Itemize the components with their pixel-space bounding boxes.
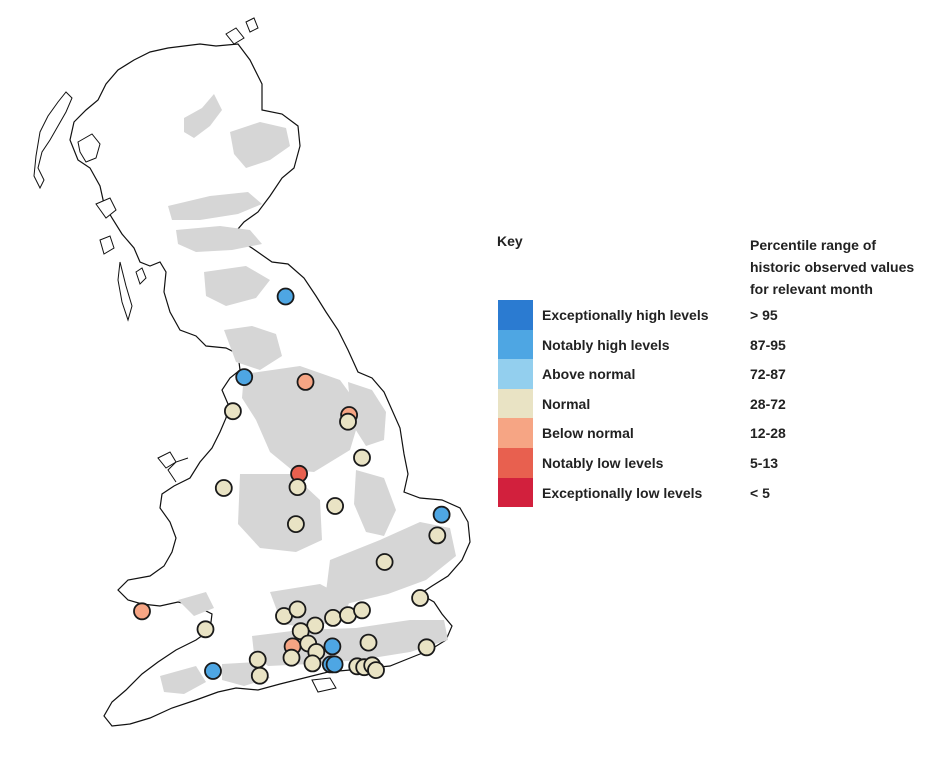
legend-range: 5-13	[750, 454, 779, 471]
site-marker-normal	[288, 600, 307, 619]
legend-swatch	[498, 477, 533, 508]
legend-range: 28-72	[750, 395, 786, 412]
western-isles	[33, 91, 73, 190]
legend-range: 12-28	[750, 425, 786, 442]
legend-swatch	[498, 300, 533, 330]
site-marker-notably-high	[276, 287, 295, 306]
site-marker-normal	[417, 638, 436, 657]
site-marker-normal	[286, 515, 305, 533]
mull-island	[95, 197, 117, 219]
site-marker-normal	[428, 526, 447, 545]
legend-swatch	[498, 329, 533, 360]
aquifer-wales	[178, 592, 214, 616]
range-title-line: Percentile range of	[750, 237, 877, 253]
legend-row-notably-high: Notably high levels 87-95	[498, 329, 918, 360]
site-marker-normal	[306, 616, 325, 635]
mainland-outline	[33, 17, 471, 727]
site-marker-normal	[303, 654, 322, 673]
legend-row-exceptionally-low: Exceptionally low levels < 5	[498, 477, 918, 508]
site-marker-normal	[359, 633, 378, 652]
range-title-line: historic observed values	[750, 259, 915, 275]
legend-row-above-normal: Above normal 72-87	[498, 359, 918, 389]
welsh-coast-detail	[167, 457, 189, 483]
site-marker-normal	[223, 402, 242, 421]
legend-label: Notably low levels	[542, 454, 664, 471]
legend-range: 87-95	[750, 336, 786, 353]
orkney-islands	[225, 17, 259, 45]
legend: Exceptionally high levels > 95 Notably h…	[498, 300, 918, 508]
legend-row-exceptionally-high: Exceptionally high levels > 95	[498, 300, 918, 330]
site-marker-below-normal	[296, 372, 315, 391]
site-marker-normal	[288, 478, 307, 497]
site-marker-notably-high	[235, 368, 254, 387]
legend-label: Exceptionally high levels	[542, 307, 709, 323]
site-marker-normal	[214, 479, 233, 497]
legend-range: < 5	[750, 484, 770, 501]
percentile-range-title: Percentile range of historic observed va…	[750, 234, 930, 300]
skye-island	[77, 133, 101, 163]
aquifer-devon	[160, 666, 206, 694]
key-title: Key	[497, 233, 523, 249]
site-marker-normal	[353, 601, 371, 620]
legend-swatch	[498, 447, 533, 478]
aquifer-yorkshire-chalk	[348, 382, 386, 446]
legend-range: > 95	[750, 307, 778, 323]
monitoring-sites	[133, 287, 451, 685]
site-marker-normal	[248, 650, 267, 669]
legend-label: Above normal	[542, 366, 636, 383]
site-marker-normal	[411, 589, 430, 607]
aquifer-lincolnshire	[354, 470, 396, 536]
isle-of-wight	[311, 677, 337, 693]
legend-swatch	[498, 359, 533, 389]
site-marker-normal	[326, 497, 345, 515]
aquifer-highland-fringe	[184, 94, 222, 138]
legend-row-notably-low: Notably low levels 5-13	[498, 447, 918, 478]
legend-row-below-normal: Below normal 12-28	[498, 418, 918, 448]
legend-range: 72-87	[750, 366, 786, 383]
site-marker-normal	[250, 666, 269, 685]
site-marker-notably-high	[432, 505, 451, 524]
legend-label: Exceptionally low levels	[542, 484, 703, 501]
site-marker-normal	[353, 448, 371, 467]
aquifer-north-england	[242, 366, 362, 472]
aquifer-midland-valley	[176, 226, 262, 252]
aquifer-midland-valley-north	[168, 192, 262, 220]
range-title-line: for relevant month	[750, 281, 873, 297]
site-marker-notably-high	[325, 655, 344, 674]
legend-swatch	[498, 388, 533, 419]
aquifer-areas	[160, 94, 456, 694]
site-marker-below-normal	[133, 602, 151, 621]
legend-swatch	[498, 418, 533, 448]
site-marker-notably-high	[204, 662, 222, 680]
aquifer-moray	[230, 122, 290, 168]
legend-row-normal: Normal 28-72	[498, 388, 918, 419]
anglesey-island	[157, 451, 177, 469]
aquifer-southern-uplands	[204, 266, 270, 306]
site-marker-normal	[282, 648, 301, 667]
legend-label: Normal	[542, 395, 591, 412]
uk-map	[33, 17, 471, 727]
site-marker-normal	[196, 620, 215, 639]
legend-label: Below normal	[542, 425, 634, 442]
aquifer-cumbria	[224, 326, 282, 370]
site-marker-normal	[367, 661, 385, 679]
site-marker-normal	[339, 412, 357, 431]
islay-island	[99, 235, 115, 255]
site-marker-notably-high	[323, 637, 342, 656]
kintyre-peninsula	[117, 261, 133, 322]
legend-label: Notably high levels	[542, 336, 670, 353]
arran-island	[135, 267, 147, 285]
site-marker-normal	[375, 553, 394, 571]
site-marker-normal	[324, 609, 342, 627]
